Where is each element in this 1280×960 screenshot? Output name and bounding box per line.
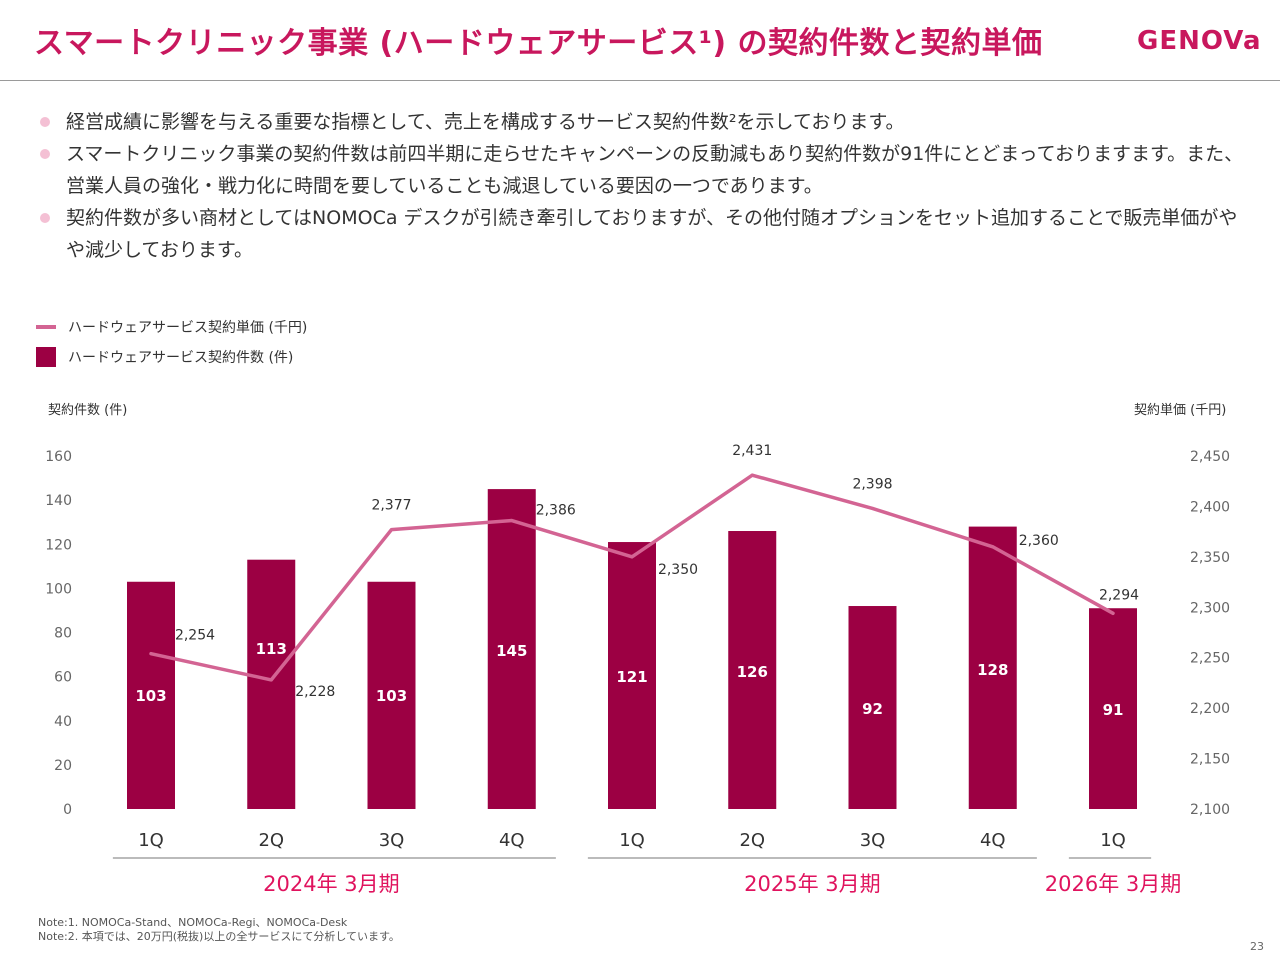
bar xyxy=(608,542,656,809)
bullet-dot-icon xyxy=(40,117,50,127)
bar xyxy=(1089,608,1137,809)
line-point xyxy=(991,545,995,549)
line-point xyxy=(510,519,514,523)
bar xyxy=(367,581,416,809)
y-left-tick-label: 80 xyxy=(54,626,72,642)
y-right-tick-label: 2,250 xyxy=(1190,651,1230,667)
bullet-text: 経営成績に影響を与える重要な指標として、売上を構成するサービス契約件数²を示して… xyxy=(66,111,905,133)
line-point xyxy=(390,528,393,532)
y-left-tick-label: 160 xyxy=(45,449,72,465)
footnotes: Note:1. NOMOCa-Stand、NOMOCa-Regi、NOMOCa-… xyxy=(38,916,400,944)
bar xyxy=(728,531,777,809)
line-point xyxy=(269,678,273,682)
fiscal-year-label: 2026年 3月期 xyxy=(1045,872,1181,896)
quarter-label: 4Q xyxy=(499,830,525,851)
line-value-label: 2,350 xyxy=(658,562,698,578)
line-point xyxy=(1111,611,1115,615)
bar xyxy=(247,559,296,809)
line-swatch-icon xyxy=(36,325,56,329)
line-point xyxy=(630,555,634,559)
line-point xyxy=(149,652,153,656)
y-left-tick-label: 40 xyxy=(54,714,72,730)
quarter-label: 3Q xyxy=(379,830,405,851)
line-point xyxy=(750,473,754,477)
quarter-label: 3Q xyxy=(860,830,886,851)
y-right-tick-label: 2,100 xyxy=(1190,802,1230,818)
bullet-item: スマートクリニック事業の契約件数は前四半期に走らせたキャンペーンの反動減もあり契… xyxy=(38,138,1248,202)
bar-value-label: 126 xyxy=(737,663,768,681)
y-right-tick-label: 2,200 xyxy=(1190,701,1230,717)
bullet-dot-icon xyxy=(40,149,50,159)
bar xyxy=(127,581,175,809)
y-right-tick-label: 2,400 xyxy=(1190,499,1230,515)
fiscal-year-label: 2024年 3月期 xyxy=(263,872,399,896)
bar xyxy=(968,526,1017,809)
bar-value-label: 121 xyxy=(616,668,647,686)
legend-item-bar: ハードウェアサービス契約件数 (件) xyxy=(36,342,307,372)
bar-value-label: 103 xyxy=(376,687,407,705)
page-number: 23 xyxy=(1250,940,1264,953)
quarter-label: 1Q xyxy=(1100,830,1126,851)
bar xyxy=(848,606,897,809)
y-left-tick-label: 100 xyxy=(45,581,72,597)
bar-value-label: 92 xyxy=(862,700,883,718)
page-title: スマートクリニック事業 (ハードウェアサービス¹) の契約件数と契約単価 xyxy=(34,26,1043,61)
bar-swatch-icon xyxy=(36,347,56,367)
bar xyxy=(487,489,536,809)
bar-value-label: 103 xyxy=(135,687,166,705)
header-divider xyxy=(0,80,1280,81)
line-value-label: 2,360 xyxy=(1019,533,1059,549)
y-left-tick-label: 140 xyxy=(45,493,72,509)
bullet-item: 契約件数が多い商材としてはNOMOCa デスクが引続き牽引しておりますが、その他… xyxy=(38,202,1248,266)
right-axis-title: 契約単価 (千円) xyxy=(1134,403,1227,418)
chart-legend: ハードウェアサービス契約単価 (千円) ハードウェアサービス契約件数 (件) xyxy=(36,312,307,372)
y-left-tick-label: 20 xyxy=(54,758,72,774)
quarter-label: 1Q xyxy=(619,830,645,851)
footnote-1: Note:1. NOMOCa-Stand、NOMOCa-Regi、NOMOCa-… xyxy=(38,916,348,929)
price-line xyxy=(149,473,1115,682)
line-value-label: 2,228 xyxy=(295,684,335,700)
line-value-label: 2,398 xyxy=(852,476,892,492)
line-value-label: 2,386 xyxy=(536,503,576,519)
fiscal-year-label: 2025年 3月期 xyxy=(744,872,880,896)
quarter-label: 1Q xyxy=(138,830,164,851)
bullet-list: 経営成績に影響を与える重要な指標として、売上を構成するサービス契約件数²を示して… xyxy=(38,106,1248,266)
legend-line-label: ハードウェアサービス契約単価 (千円) xyxy=(68,320,308,336)
bar-value-label: 145 xyxy=(496,642,527,660)
bullet-dot-icon xyxy=(40,213,50,223)
y-right-tick-label: 2,350 xyxy=(1190,550,1230,566)
line-point xyxy=(871,506,874,510)
y-right-tick-label: 2,150 xyxy=(1190,752,1230,768)
company-logo: GENOVa xyxy=(1137,26,1262,56)
line-value-label: 2,377 xyxy=(371,498,411,514)
line-value-label: 2,294 xyxy=(1099,587,1139,603)
y-left-tick-label: 120 xyxy=(45,537,72,553)
y-right-tick-label: 2,450 xyxy=(1190,449,1230,465)
quarter-label: 2Q xyxy=(258,830,284,851)
y-left-tick-label: 0 xyxy=(63,802,72,818)
bullet-text: 契約件数が多い商材としてはNOMOCa デスクが引続き牽引しておりますが、その他… xyxy=(66,207,1238,261)
line-value-label: 2,254 xyxy=(175,628,215,644)
line-value-label: 2,431 xyxy=(732,443,772,459)
bullet-text: スマートクリニック事業の契約件数は前四半期に走らせたキャンペーンの反動減もあり契… xyxy=(66,143,1244,197)
bar-value-label: 113 xyxy=(256,640,287,658)
quarter-label: 4Q xyxy=(980,830,1006,851)
left-axis-title: 契約件数 (件) xyxy=(48,403,128,418)
quarter-label: 2Q xyxy=(739,830,765,851)
y-right-tick-label: 2,300 xyxy=(1190,600,1230,616)
bar-value-label: 91 xyxy=(1103,701,1124,719)
footnote-2: Note:2. 本項では、20万円(税抜)以上の全サービスにて分析しています。 xyxy=(38,930,400,943)
y-left-tick-label: 60 xyxy=(54,670,72,686)
legend-bar-label: ハードウェアサービス契約件数 (件) xyxy=(68,350,294,366)
bar-value-label: 128 xyxy=(977,661,1008,679)
bullet-item: 経営成績に影響を与える重要な指標として、売上を構成するサービス契約件数²を示して… xyxy=(38,106,1248,138)
legend-item-line: ハードウェアサービス契約単価 (千円) xyxy=(36,312,307,342)
